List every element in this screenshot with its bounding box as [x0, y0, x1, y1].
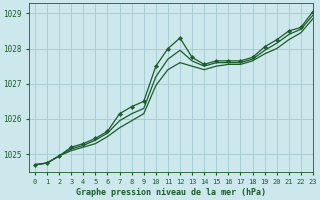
X-axis label: Graphe pression niveau de la mer (hPa): Graphe pression niveau de la mer (hPa) — [76, 188, 266, 197]
